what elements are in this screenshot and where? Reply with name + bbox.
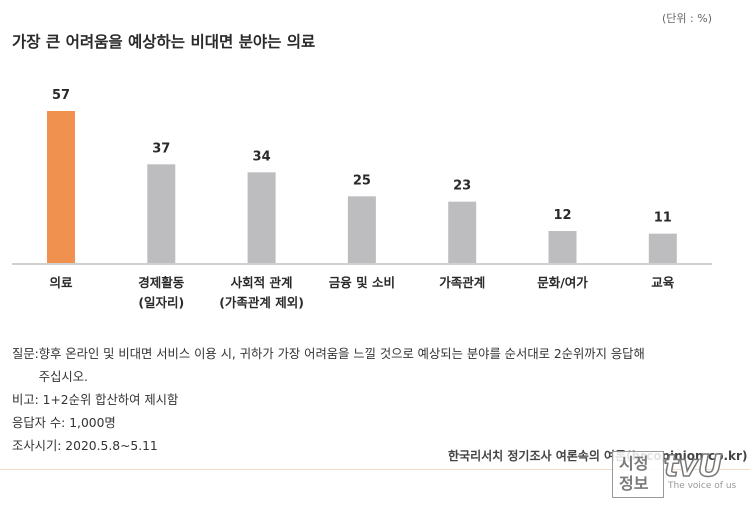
bar-3 bbox=[347, 196, 376, 263]
remark-text: 비고: 1+2순위 합산하여 제시함 bbox=[12, 393, 179, 407]
value-label-0: 57 bbox=[52, 88, 70, 103]
value-label-4: 23 bbox=[453, 179, 471, 194]
value-label-3: 25 bbox=[353, 173, 371, 188]
category-label-6-0: 교육 bbox=[651, 275, 675, 290]
bar-0 bbox=[47, 111, 75, 263]
watermark-brand: tvU bbox=[663, 448, 723, 485]
question-label: 질문: bbox=[12, 347, 39, 361]
question-row: 질문: 향후 온라인 및 비대면 서비스 이용 시, 귀하가 가장 어려움을 느… bbox=[12, 343, 659, 389]
bar-4 bbox=[448, 201, 477, 263]
watermark-tagline: The voice of us bbox=[668, 481, 737, 491]
question-text: 향후 온라인 및 비대면 서비스 이용 시, 귀하가 가장 어려움을 느낄 것으… bbox=[38, 347, 645, 384]
watermark-line1: 시정 bbox=[619, 454, 649, 473]
category-label-3-0: 금융 및 소비 bbox=[329, 275, 395, 290]
value-label-5: 12 bbox=[553, 208, 571, 223]
bar-2 bbox=[247, 172, 276, 263]
category-label-2-1: (가족관계 제외) bbox=[219, 295, 304, 310]
notes: 질문: 향후 온라인 및 비대면 서비스 이용 시, 귀하가 가장 어려움을 느… bbox=[12, 343, 659, 458]
labels-group: 57 의료 37 경제활동 (일자리) 34 사회적 관계 (가족관계 제외) 25 금융 및 소… bbox=[49, 88, 674, 310]
watermark-box: 시정 정보 bbox=[612, 451, 664, 498]
category-label-1-0: 경제활동 bbox=[138, 275, 185, 290]
source-text: 한국리서치 정기조사 여론속의 여론(hrcopinion.co.kr) bbox=[448, 449, 748, 463]
chart-title: 가장 큰 어려움을 예상하는 비대면 분야는 의료 bbox=[12, 33, 316, 51]
bars-group bbox=[47, 111, 677, 263]
respondents-text: 응답자 수: 1,000명 bbox=[12, 416, 116, 430]
period-text: 조사시기: 2020.5.8~5.11 bbox=[12, 439, 158, 453]
bar-5 bbox=[548, 231, 577, 263]
watermark-logo: 시정 정보 tvU The voice of us bbox=[612, 448, 742, 498]
category-label-4-0: 가족관계 bbox=[439, 275, 485, 290]
watermark-line2: 정보 bbox=[619, 474, 649, 493]
category-label-5-0: 문화/여가 bbox=[537, 275, 588, 290]
value-label-2: 34 bbox=[253, 149, 271, 164]
category-label-2-0: 사회적 관계 bbox=[231, 275, 293, 290]
unit-label: (단위 : %) bbox=[662, 12, 712, 25]
bar-chart: 57 의료 37 경제활동 (일자리) 34 사회적 관계 (가족관계 제외) 25 금융 및 소… bbox=[12, 88, 712, 310]
category-label-0-0: 의료 bbox=[49, 275, 73, 290]
bar-1 bbox=[147, 164, 176, 263]
bar-6 bbox=[648, 233, 677, 263]
value-label-6: 11 bbox=[654, 211, 672, 226]
bottom-divider bbox=[0, 469, 750, 470]
value-label-1: 37 bbox=[152, 141, 170, 156]
category-label-1-1: (일자리) bbox=[138, 295, 184, 310]
